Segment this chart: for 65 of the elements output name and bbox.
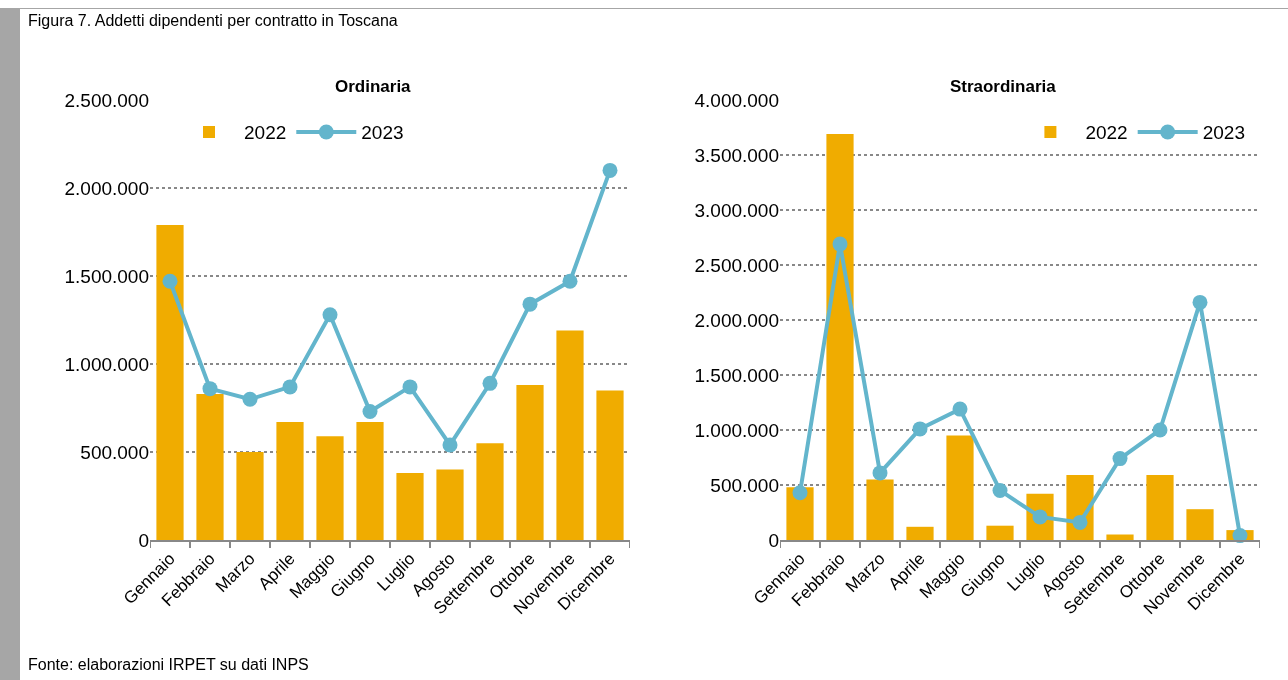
y-tick-label: 1.000.000	[694, 419, 779, 441]
bar	[826, 134, 854, 540]
point	[362, 404, 378, 420]
point	[242, 391, 258, 407]
point	[482, 375, 498, 391]
bar	[1146, 475, 1174, 540]
bar	[356, 422, 384, 540]
legend-label: 2022	[1085, 122, 1128, 144]
y-tick-label: 2.500.000	[64, 89, 149, 111]
point	[952, 401, 968, 417]
bar	[196, 393, 224, 540]
point	[832, 236, 848, 252]
point	[1192, 294, 1208, 310]
bar	[946, 435, 974, 540]
bar	[1106, 534, 1134, 540]
bar	[396, 473, 424, 540]
bar	[236, 452, 264, 540]
point	[282, 379, 298, 395]
y-tick-label: 2.500.000	[694, 254, 779, 276]
legend-label: 2023	[1202, 122, 1245, 144]
bar	[516, 385, 544, 540]
legend-label: 2022	[244, 122, 287, 144]
y-tick-label: 500.000	[710, 474, 779, 496]
point	[562, 273, 578, 289]
y-tick-label: 1.000.000	[64, 353, 149, 375]
bar	[276, 422, 304, 540]
point	[1152, 422, 1168, 438]
point	[402, 379, 418, 395]
y-tick-label: 2.000.000	[694, 309, 779, 331]
y-tick-label: 500.000	[80, 441, 149, 463]
bar	[596, 390, 624, 540]
text: Figura 7. Addetti dipendenti per contratto in Toscana	[28, 12, 398, 30]
bar	[906, 526, 934, 540]
point	[1072, 514, 1088, 530]
y-tick-label: 1.500.000	[64, 265, 149, 287]
bar	[476, 443, 504, 540]
bar	[316, 436, 344, 540]
y-tick-label: 4.000.000	[694, 89, 779, 111]
point	[912, 421, 928, 437]
point	[322, 307, 338, 323]
bar	[156, 224, 184, 540]
y-tick-label: 0	[138, 529, 149, 551]
bar	[986, 525, 1014, 540]
y-tick-label: 3.000.000	[694, 199, 779, 221]
y-tick-label: 3.500.000	[694, 144, 779, 166]
bar	[556, 330, 584, 540]
y-tick-label: 1.500.000	[694, 364, 779, 386]
point	[442, 437, 458, 453]
legend-label: 2023	[361, 122, 404, 144]
y-tick-label: 0	[768, 529, 779, 551]
point	[992, 483, 1008, 498]
point	[162, 273, 178, 289]
point	[792, 485, 808, 501]
point	[522, 296, 538, 312]
bar	[436, 469, 464, 540]
bar	[866, 479, 894, 540]
chart-title: Ordinaria	[335, 76, 412, 96]
source-note: Fonte: elaborazioni IRPET su dati INPS	[28, 656, 309, 674]
point	[202, 381, 218, 397]
point	[602, 162, 618, 178]
bar	[1186, 509, 1214, 540]
y-tick-label: 2.000.000	[64, 177, 149, 199]
point	[1112, 451, 1128, 467]
point	[872, 465, 888, 481]
chart-title: Straordinaria	[949, 76, 1057, 96]
